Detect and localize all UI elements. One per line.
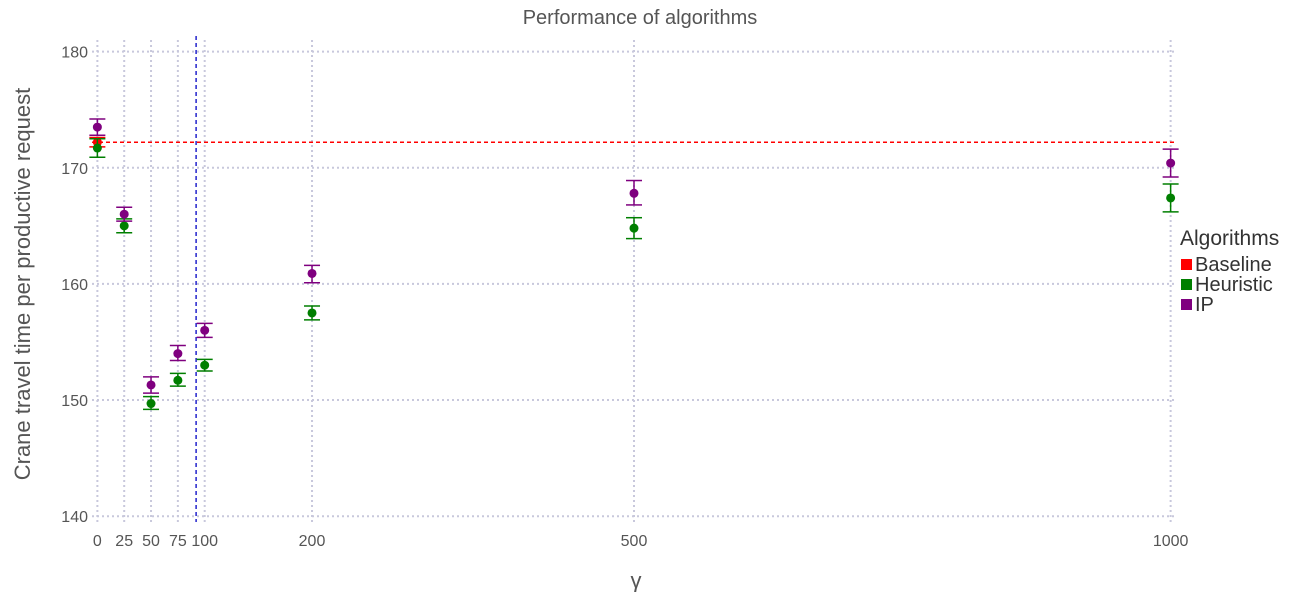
legend-label: Baseline (1195, 254, 1272, 276)
legend-swatch (1181, 279, 1192, 290)
data-point (146, 380, 156, 390)
x-tick-label: 100 (191, 533, 218, 550)
data-point (629, 188, 639, 198)
series-ip (89, 118, 1179, 394)
data-point (173, 349, 183, 359)
y-axis-title: Crane travel time per productive request (10, 88, 35, 481)
x-tick-label: 200 (299, 533, 326, 550)
legend-swatch (1181, 299, 1192, 310)
data-point (146, 399, 156, 409)
legend-label: Heuristic (1195, 274, 1273, 296)
y-tick-label: 140 (61, 509, 88, 526)
data-point (629, 223, 639, 233)
x-tick-label: 1000 (1153, 533, 1189, 550)
data-point (92, 143, 102, 153)
data-point (173, 375, 183, 385)
legend-swatch (1181, 259, 1192, 270)
data-point (307, 308, 317, 318)
data-point (1166, 193, 1176, 203)
data-point (119, 209, 129, 219)
y-tick-label: 150 (61, 393, 88, 410)
legend-title: Algorithms (1180, 227, 1279, 250)
data-point (200, 325, 210, 335)
x-tick-label: 25 (115, 533, 133, 550)
x-tick-label: 500 (621, 533, 648, 550)
series-heuristic (89, 137, 1179, 411)
data-point (1166, 158, 1176, 168)
grid-lines (92, 40, 1176, 522)
data-point (119, 221, 129, 231)
data-point (307, 268, 317, 278)
x-tick-label: 75 (169, 533, 187, 550)
tick-labels: 0 25 50 75 100 200 500 1000 140 150 160 170 180 (61, 45, 1188, 550)
y-tick-label: 160 (61, 277, 88, 294)
x-tick-label: 0 (93, 533, 102, 550)
data-points (89, 118, 1179, 411)
x-tick-label: 50 (142, 533, 160, 550)
reference-lines (92, 36, 1176, 522)
legend-label: IP (1195, 294, 1214, 316)
data-point (200, 360, 210, 370)
y-tick-label: 180 (61, 45, 88, 62)
x-axis-title: γ (631, 568, 642, 592)
y-tick-label: 170 (61, 161, 88, 178)
data-point (92, 122, 102, 132)
chart-title: Performance of algorithms (523, 7, 758, 29)
